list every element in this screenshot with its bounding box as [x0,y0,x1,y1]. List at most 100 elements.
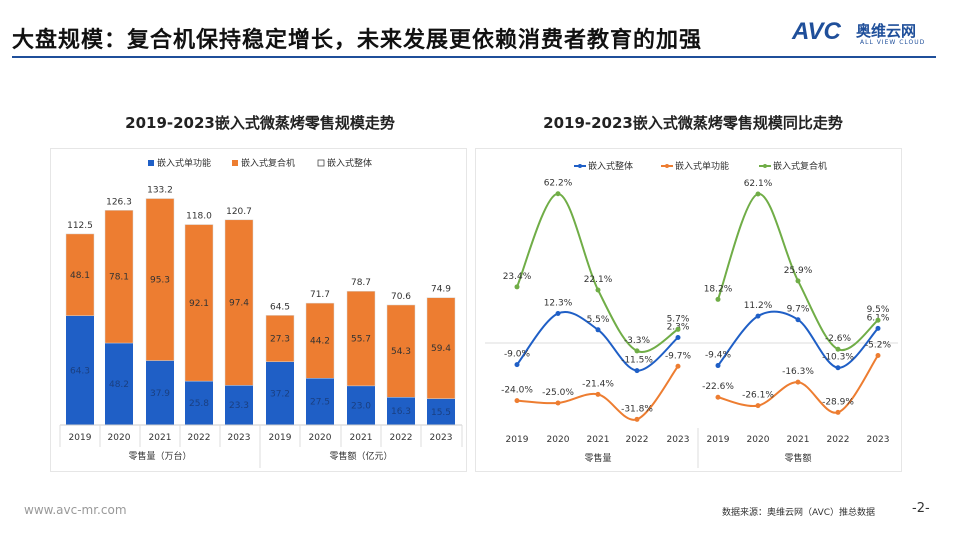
line-data-label: -11.5% [621,356,653,366]
legend-label: 嵌入式整体 [327,157,372,169]
bar-single-function [146,360,174,425]
line-point [634,348,640,354]
line-point [514,362,520,368]
logo-mark: AVC [792,18,841,45]
line-point [715,394,721,400]
line-data-label: -21.4% [582,379,614,389]
bar-label-total: 64.5 [270,302,290,312]
line-point [555,310,561,316]
bar-single-function [347,385,375,425]
line-point [875,325,881,331]
bar-label-total: 70.6 [391,292,411,302]
line-data-label: 18.2% [704,284,733,294]
bar-label-single: 64.3 [70,366,90,376]
bar-label-total: 120.7 [226,207,252,217]
bar-label-total: 112.5 [67,221,93,231]
line-point [595,327,601,333]
logo-en: ALL VIEW CLOUD [860,39,926,46]
line-point [514,398,520,404]
x-tick-label: 2023 [228,433,251,443]
avc-logo: AVC 奥维云网 ALL VIEW CLOUD [792,18,942,50]
line-data-label: -26.1% [742,391,774,401]
line-chart-title: 2019-2023嵌入式微蒸烤零售规模同比走势 [543,114,843,132]
line-point [595,391,601,397]
line-chart-panel [475,148,902,472]
bar-label-total: 74.9 [431,285,451,295]
line-data-label: 62.1% [744,179,773,189]
line-point [795,278,801,284]
line-point [675,363,681,369]
line-point [835,409,841,415]
x-tick-label: 2019 [506,435,529,445]
line-data-label: 12.3% [544,298,573,308]
legend-swatch [232,160,238,166]
line-data-label: -24.0% [501,386,533,396]
bar-single-function [387,397,415,425]
bar-combo [265,315,295,363]
line-data-label: 22.1% [584,275,613,285]
legend-swatch [317,159,325,167]
legend-marker [665,164,669,168]
group-label: 零售量（万台） [128,450,191,462]
line-data-label: 11.2% [744,301,773,311]
bar-label-single: 25.8 [189,399,209,409]
bar-label-total: 133.2 [147,186,173,196]
bar-label-combo: 48.1 [70,271,90,281]
bar-label-combo: 95.3 [150,276,170,286]
line-data-label: 62.2% [544,179,573,189]
x-tick-label: 2023 [867,435,890,445]
legend-marker [763,164,767,168]
line-data-label: -9.0% [504,350,531,360]
bar-label-single: 48.2 [109,380,129,390]
legend-marker [578,164,582,168]
bar-combo [426,297,456,399]
bar-label-combo: 78.1 [109,273,129,283]
bar-combo [65,233,95,316]
bar-single-function [225,385,253,425]
x-tick-label: 2022 [626,435,649,445]
line-series [516,192,679,354]
bar-label-combo: 97.4 [229,299,249,309]
bar-label-combo: 44.2 [310,337,330,347]
line-point [755,403,761,409]
bar-label-single: 37.9 [150,389,170,399]
data-source: 数据来源：奥维云网（AVC）推总数据 [722,508,876,518]
line-point [634,368,640,374]
x-tick-label: 2020 [309,433,332,443]
bar-label-combo: 55.7 [351,335,371,345]
x-tick-label: 2023 [667,435,690,445]
line-data-label: -31.8% [621,404,653,414]
x-tick-label: 2021 [149,433,172,443]
x-tick-label: 2022 [188,433,211,443]
line-data-label: 9.5% [867,305,890,315]
bar-label-single: 16.3 [391,407,411,417]
line-data-label: -9.4% [705,351,732,361]
bar-label-single: 23.3 [229,401,249,411]
legend-swatch [148,160,154,166]
legend-label: 嵌入式整体 [588,160,633,172]
bar-single-function [427,398,455,425]
line-point [555,191,561,197]
bar-combo [145,198,175,361]
line-data-label: -16.3% [782,367,814,377]
line-data-label: 5.7% [667,314,690,324]
x-tick-label: 2020 [547,435,570,445]
bar-combo [346,290,376,387]
x-tick-label: 2023 [430,433,453,443]
bar-single-function [185,381,213,425]
line-data-label: 23.4% [503,272,532,282]
bar-combo [386,304,416,398]
line-point [795,379,801,385]
line-point [675,326,681,332]
line-data-label: -9.7% [665,351,692,361]
line-data-label: -22.6% [702,382,734,392]
bar-single-function [105,343,133,425]
x-tick-label: 2020 [108,433,131,443]
website: www.avc-mr.com [24,503,127,517]
line-point [595,287,601,293]
x-tick-label: 2021 [587,435,610,445]
bar-label-combo: 27.3 [270,335,290,345]
line-data-label: -28.9% [822,397,854,407]
x-tick-label: 2020 [747,435,770,445]
